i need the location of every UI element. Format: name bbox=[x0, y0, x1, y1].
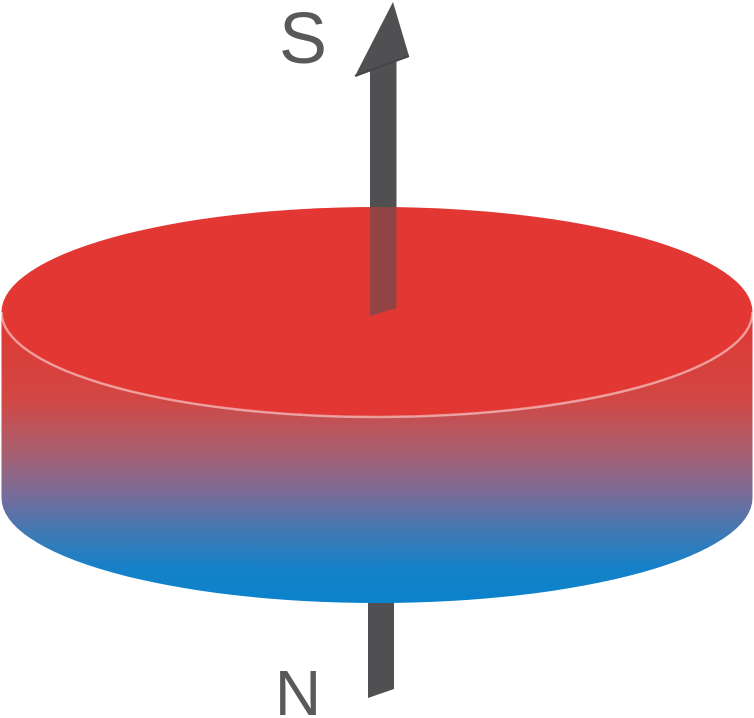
south-pole-label: S bbox=[279, 0, 327, 79]
axis-arrow-shaft-through-magnet bbox=[370, 207, 397, 316]
axis-arrowhead-icon bbox=[355, 2, 409, 76]
north-pole-label: N bbox=[275, 657, 321, 718]
axis-arrowhead-base-edge bbox=[354, 55, 410, 77]
magnet-rim-highlight bbox=[0, 311, 754, 419]
magnet-side-wall bbox=[1, 312, 753, 604]
axis-arrow-upper-shaft bbox=[370, 50, 397, 209]
